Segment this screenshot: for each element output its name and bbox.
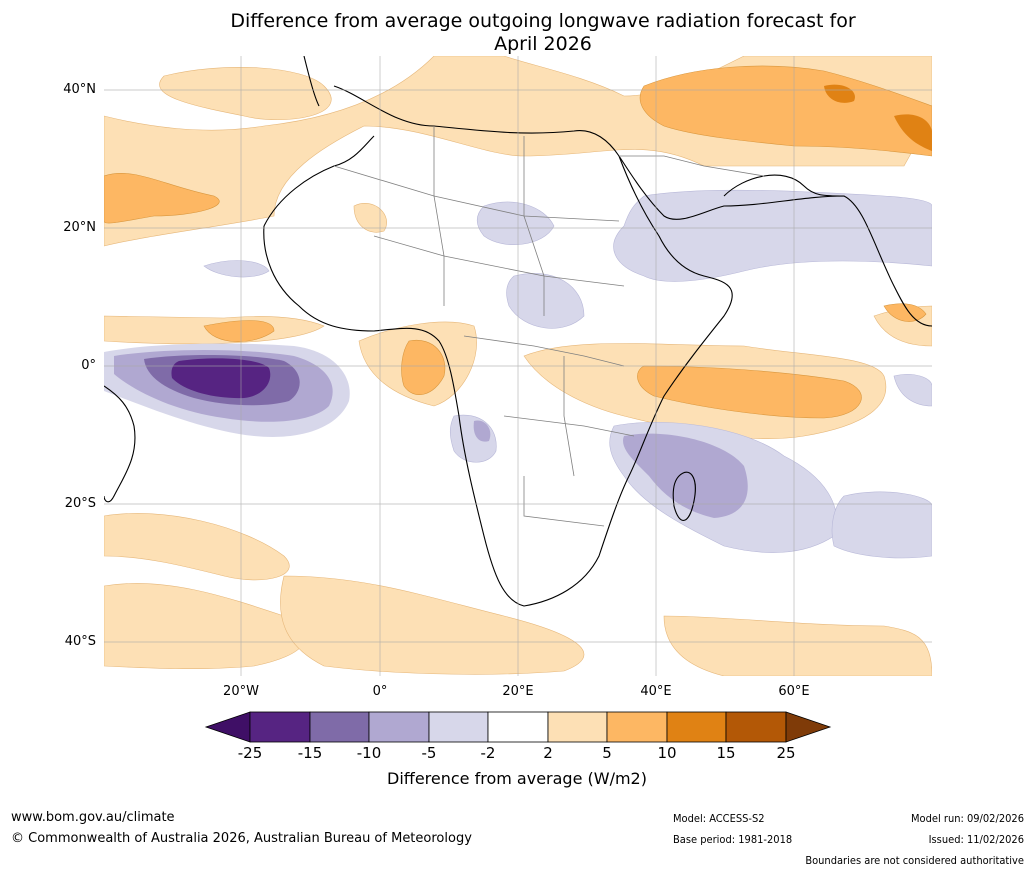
colorbar-tick: -2 xyxy=(480,744,496,762)
colorbar-tick: 2 xyxy=(543,744,553,762)
title-line-1: Difference from average outgoing longwav… xyxy=(230,10,856,32)
lat-label-0: 0° xyxy=(81,358,96,373)
lat-label-40n: 40°N xyxy=(63,82,96,97)
lon-label-20w: 20°W xyxy=(223,684,259,699)
lat-label-20s: 20°S xyxy=(64,496,96,511)
graticule xyxy=(104,56,932,676)
colorbar-bin-2 xyxy=(309,711,370,743)
colorbar-tick: -5 xyxy=(421,744,437,762)
model-name: Model: ACCESS-S2 xyxy=(673,812,765,825)
issued-date: Issued: 11/02/2026 xyxy=(928,833,1024,846)
colorbar-tick: 5 xyxy=(602,744,612,762)
lon-label-0: 0° xyxy=(372,684,388,699)
map-canvas xyxy=(104,56,932,676)
colorbar-label: Difference from average (W/m2) xyxy=(387,769,647,788)
base-period: Base period: 1981-2018 xyxy=(673,833,793,846)
anomaly-positive-medium xyxy=(104,65,932,419)
coastlines xyxy=(104,56,932,607)
lon-label-60e: 60°E xyxy=(778,684,810,699)
colorbar-bin-8 xyxy=(666,711,727,743)
colorbar-tick: 25 xyxy=(776,744,796,762)
colorbar-extend-high xyxy=(785,711,832,743)
copyright-text: © Commonwealth of Australia 2026, Austra… xyxy=(11,831,472,846)
colorbar-bin-7 xyxy=(606,711,668,743)
colorbar-bin-4 xyxy=(428,711,489,743)
anomaly-positive-strong xyxy=(824,84,932,151)
colorbar-tick: 15 xyxy=(716,744,736,762)
olr-anomaly-map[interactable] xyxy=(104,56,932,676)
colorbar xyxy=(204,711,832,743)
lat-label-20n: 20°N xyxy=(63,220,96,235)
country-borders xyxy=(333,126,765,527)
colorbar-bin-3 xyxy=(368,711,430,743)
lon-label-20e: 20°E xyxy=(502,684,534,699)
lon-label-40e: 40°E xyxy=(640,684,672,699)
colorbar-tick: -15 xyxy=(297,744,323,762)
boundaries-disclaimer: Boundaries are not considered authoritat… xyxy=(805,854,1024,867)
title-line-2: April 2026 xyxy=(494,33,592,55)
colorbar-bin-5 xyxy=(487,711,549,743)
colorbar-tick: -25 xyxy=(237,744,263,762)
colorbar-tick: 10 xyxy=(657,744,677,762)
model-run-date: Model run: 09/02/2026 xyxy=(911,812,1024,825)
lat-label-40s: 40°S xyxy=(64,634,96,649)
colorbar-tick: -10 xyxy=(356,744,382,762)
colorbar-bin-1 xyxy=(249,711,311,743)
anomaly-negative-atlantic xyxy=(104,343,350,437)
colorbar-bin-6 xyxy=(547,711,608,743)
colorbar-extend-low xyxy=(204,711,251,743)
anomaly-negative-medium xyxy=(473,420,748,518)
map-title: Difference from average outgoing longwav… xyxy=(120,10,966,56)
website-link[interactable]: www.bom.gov.au/climate xyxy=(11,810,175,825)
colorbar-bin-9 xyxy=(725,711,787,743)
